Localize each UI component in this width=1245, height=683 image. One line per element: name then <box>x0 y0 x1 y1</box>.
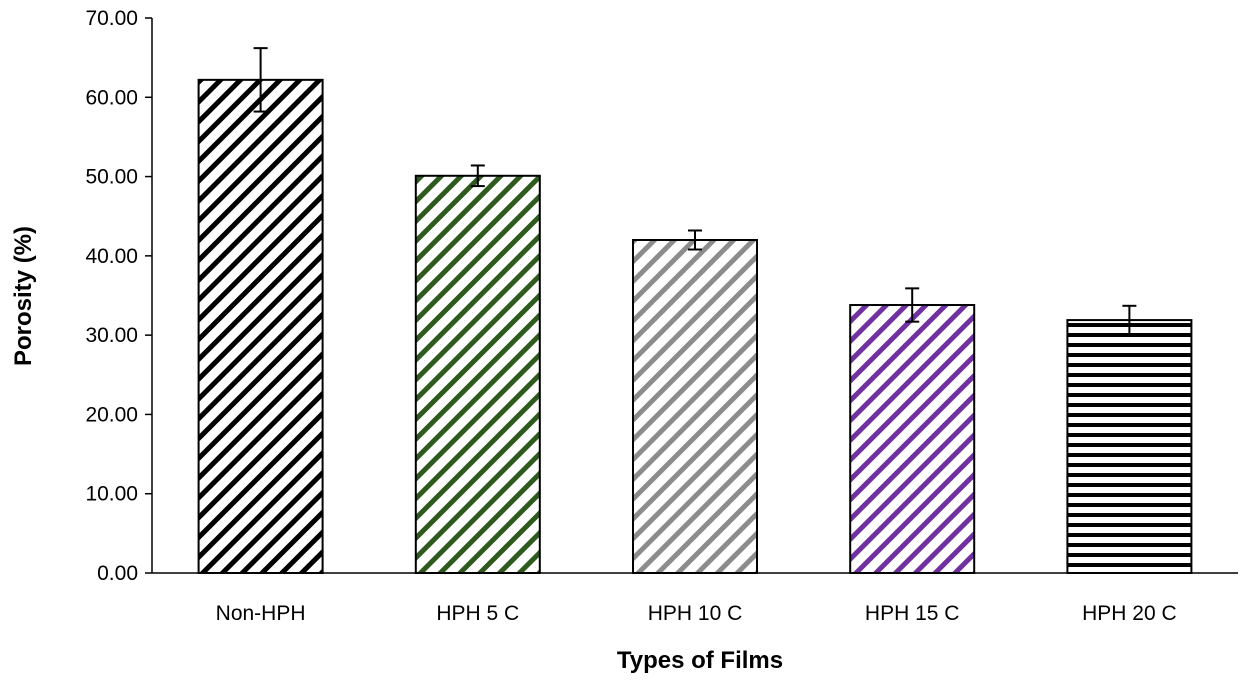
bars-layer <box>197 47 1193 575</box>
ticks-layer: 0.00 10.00 20.00 30.00 40.00 50.00 60.00 70.00 <box>85 7 152 585</box>
x-tick-label: HPH 10 C <box>648 602 743 625</box>
axes-layer <box>151 18 1238 574</box>
y-tick-label: 50.00 <box>85 166 138 189</box>
bar <box>849 304 976 574</box>
y-tick-label: 0.00 <box>97 562 138 585</box>
bar <box>197 78 324 574</box>
y-axis-title: Porosity (%) <box>10 226 37 366</box>
x-tick-label: HPH 20 C <box>1082 602 1177 625</box>
bar <box>414 174 541 574</box>
x-tick-label: HPH 15 C <box>865 602 960 625</box>
y-tick-label: 40.00 <box>85 245 138 268</box>
y-tick-label: 20.00 <box>85 403 138 426</box>
bar <box>632 239 758 574</box>
x-tick-label: Non-HPH <box>216 602 306 625</box>
x-tick-label: HPH 5 C <box>436 602 519 625</box>
y-tick-label: 70.00 <box>85 7 138 30</box>
x-axis-title: Types of Films <box>617 647 783 674</box>
x-labels-layer: Non-HPH HPH 5 C HPH 10 C HPH 15 C HPH 20 C <box>216 602 1177 625</box>
bar <box>1066 319 1193 575</box>
y-tick-label: 30.00 <box>85 324 138 347</box>
y-tick-label: 60.00 <box>85 86 138 109</box>
y-tick-label: 10.00 <box>85 483 138 506</box>
